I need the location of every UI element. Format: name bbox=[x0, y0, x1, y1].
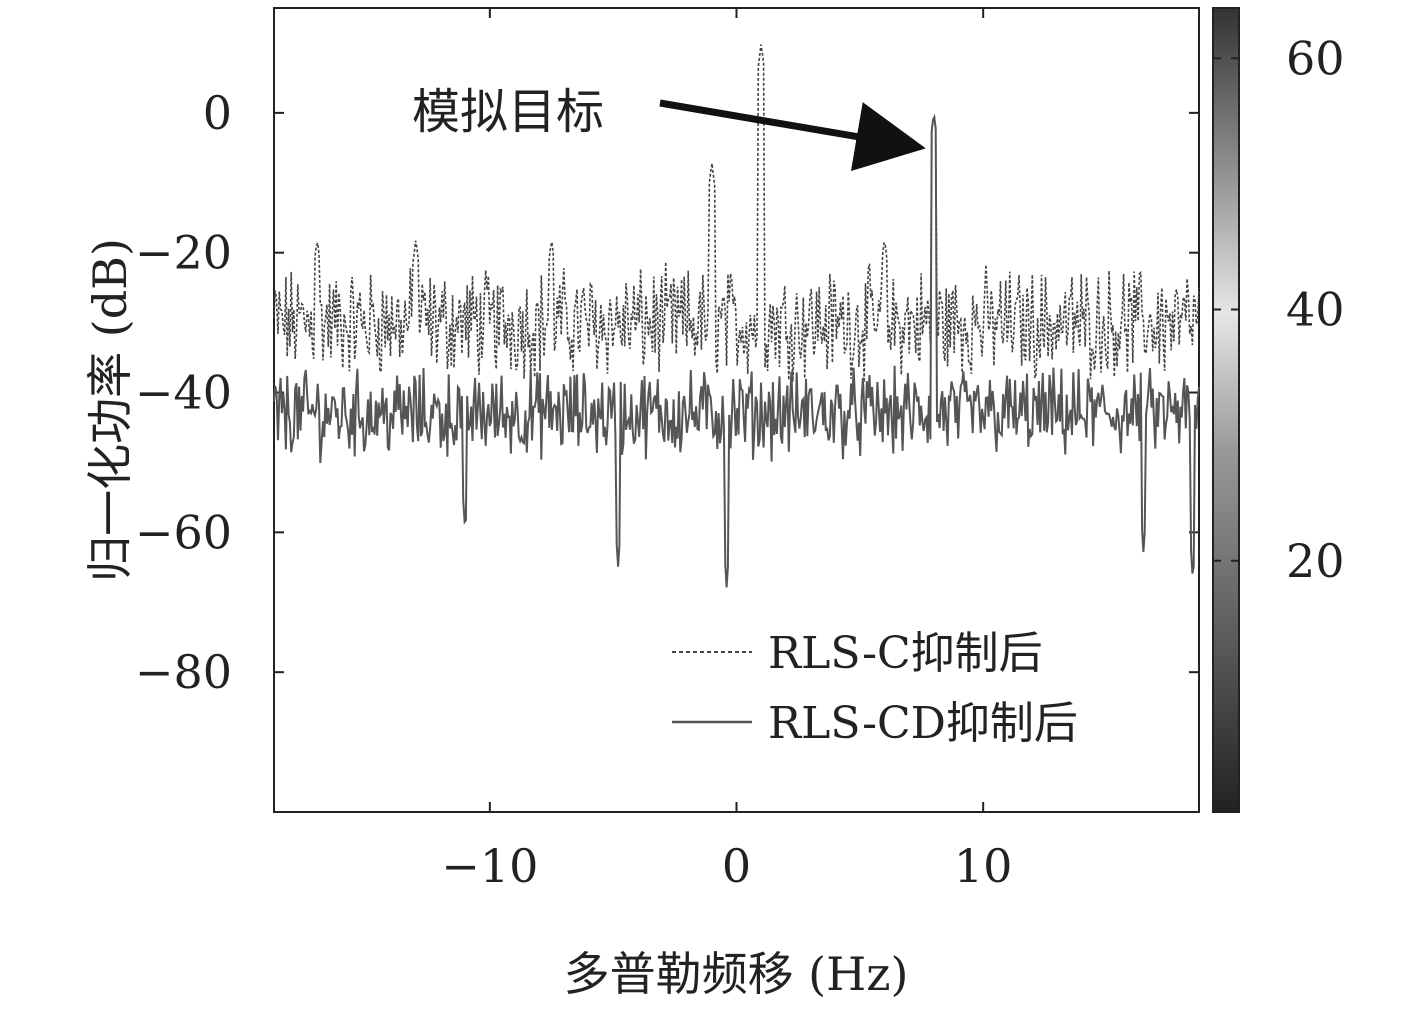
legend-label-rls-cd: RLS-CD抑制后 bbox=[768, 698, 1078, 749]
legend: RLS-C抑制后 RLS-CD抑制后 bbox=[672, 628, 1078, 749]
axis-ticks: −10 0 10 0 −20 −40 −60 −80 bbox=[135, 8, 1199, 893]
legend-label-rls-c: RLS-C抑制后 bbox=[768, 628, 1043, 679]
colorbar: 20 40 60 bbox=[1212, 7, 1345, 813]
y-tick-label: −60 bbox=[135, 505, 232, 559]
y-axis-label: 归一化功率 (dB) bbox=[83, 238, 137, 582]
x-axis-label: 多普勒频移 (Hz) bbox=[564, 947, 909, 1001]
y-tick-label: −40 bbox=[135, 366, 232, 420]
x-tick-label: 10 bbox=[954, 839, 1013, 893]
y-tick-label: 0 bbox=[203, 86, 232, 140]
x-tick-label: 0 bbox=[722, 839, 751, 893]
y-tick-label: −80 bbox=[135, 645, 232, 699]
x-tick-label: −10 bbox=[441, 839, 538, 893]
series-group bbox=[273, 44, 1200, 588]
colorbar-ticks: 20 40 60 bbox=[1213, 31, 1345, 588]
colorbar-tick-label: 60 bbox=[1286, 31, 1345, 85]
series-line-1 bbox=[273, 113, 1200, 588]
colorbar-gradient bbox=[1212, 7, 1240, 813]
colorbar-tick-label: 40 bbox=[1286, 283, 1345, 337]
colorbar-tick-label: 20 bbox=[1286, 534, 1345, 588]
annotation-arrow bbox=[659, 99, 926, 172]
annotation-label: 模拟目标 bbox=[412, 84, 604, 140]
y-tick-label: −20 bbox=[135, 226, 232, 280]
